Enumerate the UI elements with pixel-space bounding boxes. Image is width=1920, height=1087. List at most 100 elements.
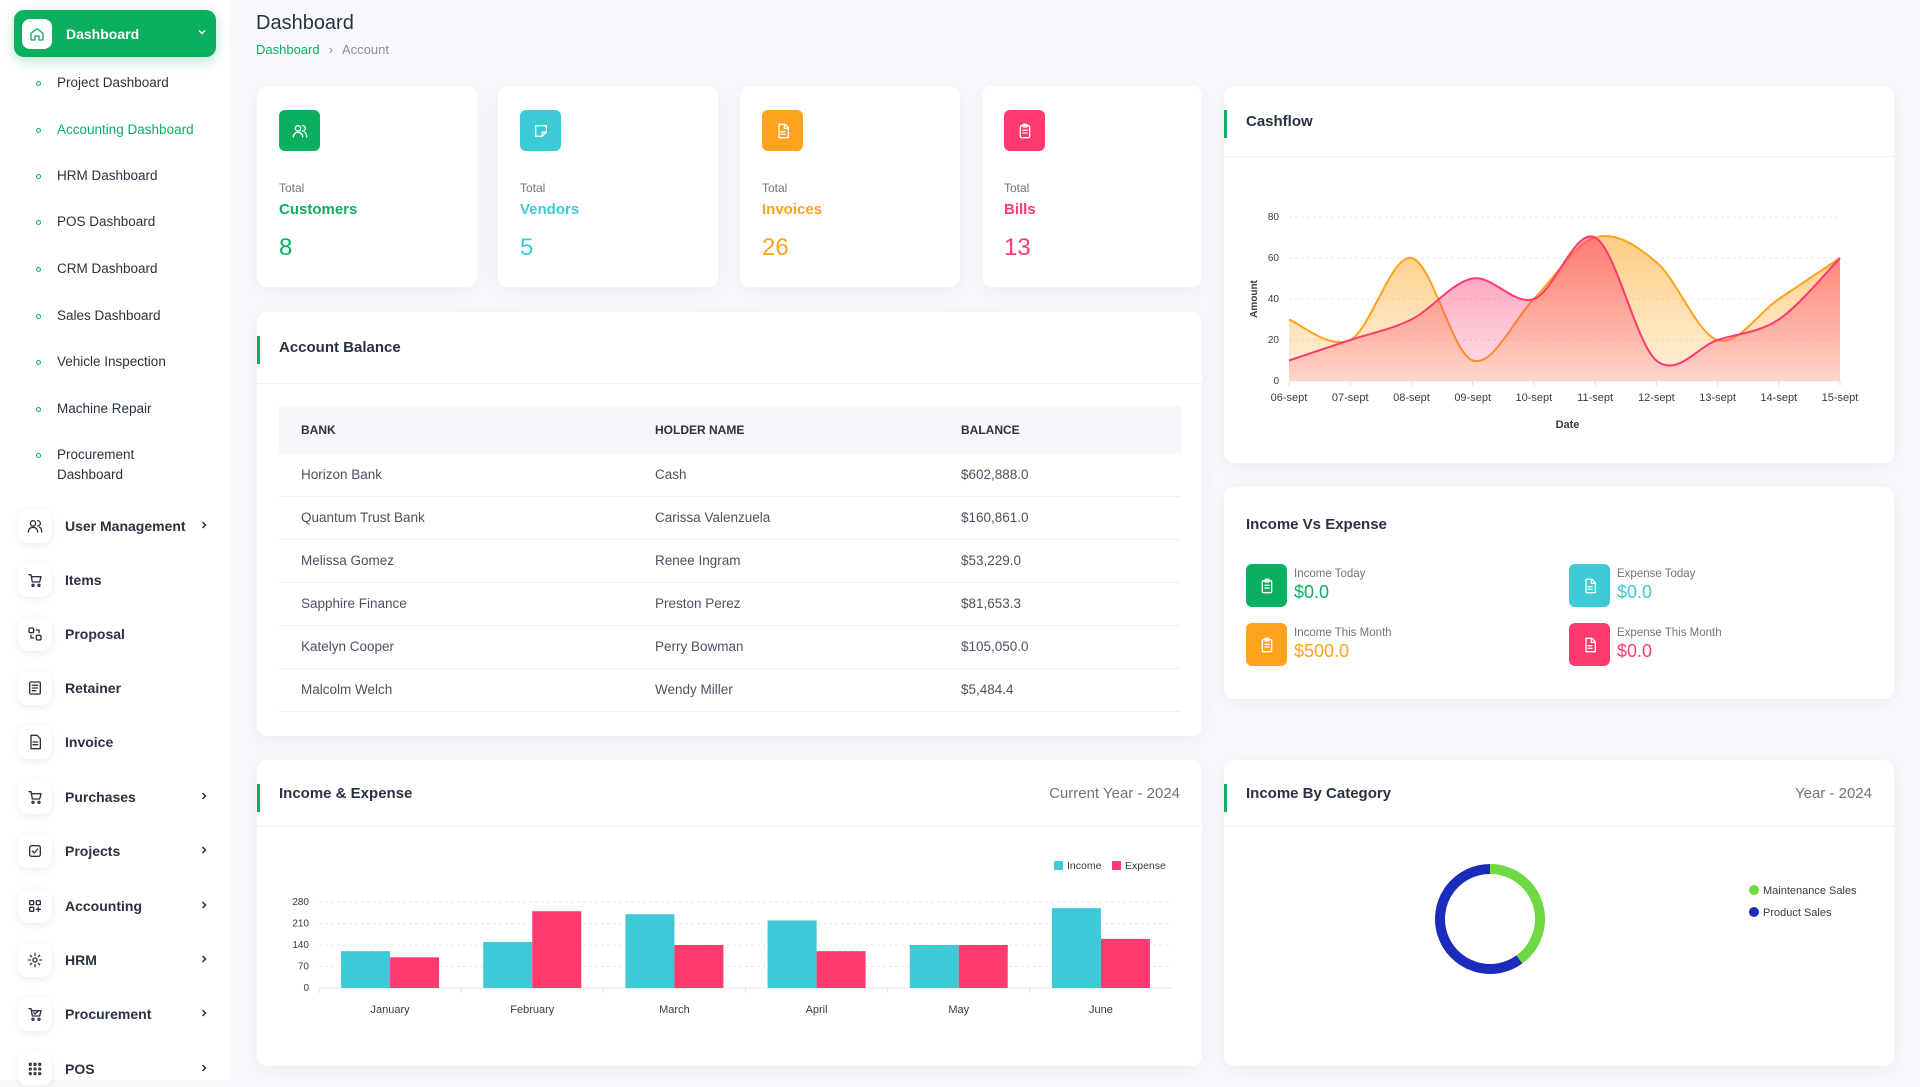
file-icon bbox=[1569, 623, 1610, 666]
table-cell: $602,888.0 bbox=[939, 453, 1181, 497]
bar-expense bbox=[390, 957, 440, 988]
ive-value: $0.0 bbox=[1294, 582, 1330, 602]
stat-value: 13 bbox=[1004, 234, 1031, 261]
table-header-row: BANK HOLDER NAME BALANCE bbox=[279, 406, 1181, 453]
stat-card-invoices[interactable]: Total Invoices 26 bbox=[740, 86, 960, 287]
y-tick-label: 210 bbox=[292, 919, 309, 930]
income-vs-expense-card: Income Vs Expense Income Today $0.0 Expens… bbox=[1224, 487, 1894, 699]
sidebar-item-projects[interactable]: Projects bbox=[18, 833, 214, 869]
sidebar-item-user-management[interactable]: User Management bbox=[18, 508, 214, 544]
bullet-icon bbox=[36, 314, 41, 319]
sidebar-item-proposal[interactable]: Proposal bbox=[18, 616, 214, 652]
sidebar-item-items[interactable]: Items bbox=[18, 562, 214, 598]
period-label: Current Year - 2024 bbox=[1049, 784, 1180, 802]
subitem-label: Accounting Dashboard bbox=[57, 122, 194, 137]
y-axis-label: Amount bbox=[1249, 279, 1260, 317]
x-tick-label: 07-sept bbox=[1332, 392, 1369, 404]
subitem-procurement-dashboard[interactable]: Procurement Dashboard bbox=[36, 445, 186, 485]
note-icon bbox=[520, 110, 561, 151]
column-header: BANK bbox=[301, 422, 336, 437]
sidebar-item-label: Invoice bbox=[65, 734, 114, 750]
sidebar-item-hrm[interactable]: HRM bbox=[18, 942, 214, 978]
cart-icon bbox=[18, 563, 52, 597]
bar-income bbox=[341, 951, 391, 988]
bullet-icon bbox=[36, 128, 41, 133]
breadcrumb-link-dashboard[interactable]: Dashboard bbox=[256, 42, 320, 57]
card-header: Cashflow bbox=[1224, 86, 1894, 157]
sidebar-item-label: Projects bbox=[65, 843, 121, 859]
table-cell: Preston Perez bbox=[633, 582, 939, 626]
sidebar-item-pos[interactable]: POS bbox=[18, 1051, 214, 1087]
area-fill bbox=[1289, 236, 1840, 381]
subitem-pos-dashboard[interactable]: POS Dashboard bbox=[36, 212, 226, 232]
table-row: Malcolm Welch Wendy Miller $5,484.4 bbox=[279, 668, 1181, 712]
bar-income bbox=[625, 914, 675, 988]
home-icon bbox=[22, 18, 52, 49]
ive-label: Expense Today bbox=[1617, 568, 1696, 580]
clipboard-icon bbox=[1246, 564, 1287, 607]
subitem-hrm-dashboard[interactable]: HRM Dashboard bbox=[36, 166, 226, 186]
table-cell: $105,050.0 bbox=[939, 625, 1181, 669]
column-header: HOLDER NAME bbox=[655, 422, 745, 437]
stat-card-vendors[interactable]: Total Vendors 5 bbox=[498, 86, 718, 287]
sidebar-item-label: Items bbox=[65, 572, 102, 588]
bar-income bbox=[767, 920, 817, 988]
bar-income bbox=[909, 945, 959, 988]
y-tick-label: 140 bbox=[292, 940, 309, 951]
table-row: Katelyn Cooper Perry Bowman $105,050.0 bbox=[279, 625, 1181, 669]
sidebar-item-retainer[interactable]: Retainer bbox=[18, 670, 214, 706]
card-title: Account Balance bbox=[279, 339, 401, 356]
bar-expense bbox=[816, 951, 866, 988]
dots-grid-icon bbox=[18, 1052, 52, 1086]
sidebar-item-label: Accounting bbox=[65, 898, 142, 914]
users-icon bbox=[279, 110, 320, 151]
y-tick-label: 280 bbox=[292, 897, 309, 908]
sidebar-item-procurement[interactable]: Procurement bbox=[18, 996, 214, 1032]
subitem-label: Sales Dashboard bbox=[57, 308, 161, 323]
income-by-category-chart: Maintenance Sales Product Sales bbox=[1435, 864, 1857, 974]
subitem-machine-repair[interactable]: Machine Repair bbox=[36, 399, 226, 419]
legend-swatch bbox=[1054, 861, 1063, 870]
card-title: Cashflow bbox=[1246, 112, 1313, 130]
bar-income bbox=[483, 941, 533, 988]
x-tick-label: 08-sept bbox=[1393, 392, 1430, 404]
sidebar-item-invoice[interactable]: Invoice bbox=[18, 724, 214, 760]
stat-card-bills[interactable]: Total Bills 13 bbox=[982, 86, 1202, 287]
legend-swatch bbox=[1112, 861, 1121, 870]
ive-value: $0.0 bbox=[1617, 641, 1653, 661]
subitem-vehicle-inspection[interactable]: Vehicle Inspection bbox=[36, 352, 226, 372]
ive-tile-income-this-month: Income This Month $500.0 bbox=[1246, 623, 1392, 666]
subitem-crm-dashboard[interactable]: CRM Dashboard bbox=[36, 259, 226, 279]
legend-label: Income bbox=[1067, 860, 1102, 872]
file-icon bbox=[1569, 564, 1610, 607]
x-tick-label: 09-sept bbox=[1454, 392, 1491, 404]
sidebar-item-label: Proposal bbox=[65, 626, 125, 642]
chevron-right-icon: › bbox=[328, 42, 333, 57]
subitem-sales-dashboard[interactable]: Sales Dashboard bbox=[36, 306, 226, 326]
ive-tile-expense-this-month: Expense This Month $0.0 bbox=[1569, 623, 1722, 666]
table-cell: $160,861.0 bbox=[939, 496, 1181, 540]
chevron-right-icon bbox=[194, 789, 214, 805]
stat-caption: Total bbox=[279, 181, 305, 195]
table-cell: Renee Ingram bbox=[633, 539, 939, 583]
sidebar-item-purchases[interactable]: Purchases bbox=[18, 779, 214, 815]
table-cell: $53,229.0 bbox=[939, 539, 1181, 583]
proposal-icon bbox=[18, 617, 52, 651]
sidebar-item-label: Purchases bbox=[65, 789, 136, 805]
chevron-right-icon bbox=[194, 952, 214, 968]
sidebar-item-dashboard[interactable]: Dashboard bbox=[14, 10, 216, 57]
stat-value: 26 bbox=[762, 234, 789, 261]
subitem-accounting-dashboard[interactable]: Accounting Dashboard bbox=[36, 120, 226, 140]
stat-card-customers[interactable]: Total Customers 8 bbox=[257, 86, 477, 287]
bar-expense bbox=[1100, 938, 1150, 988]
bullet-icon bbox=[36, 220, 41, 225]
clipboard-icon bbox=[1246, 623, 1287, 666]
chevron-right-icon bbox=[194, 518, 214, 534]
bar-income bbox=[1051, 908, 1101, 988]
grid-icon bbox=[18, 889, 52, 923]
series-line bbox=[1288, 235, 1841, 367]
subitem-project-dashboard[interactable]: Project Dashboard bbox=[36, 73, 226, 93]
sidebar-item-accounting[interactable]: Accounting bbox=[18, 888, 214, 924]
card-header: Account Balance bbox=[257, 312, 1202, 384]
bullet-icon bbox=[36, 360, 41, 365]
